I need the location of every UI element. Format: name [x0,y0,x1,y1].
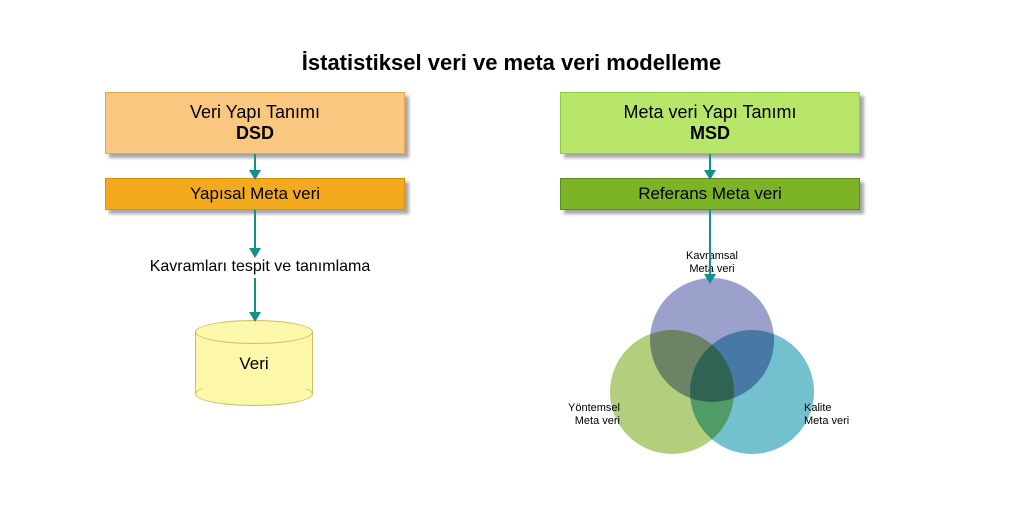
data-cylinder: Veri [195,320,313,404]
box-msd-line2: MSD [690,123,730,144]
box-yapisal-label: Yapısal Meta veri [190,184,320,204]
box-referans: Referans Meta veri [560,178,860,210]
box-dsd-line1: Veri Yapı Tanımı [190,102,320,123]
arrow-head-3 [704,170,716,180]
venn-circle-right [690,330,814,454]
arrow-head-0 [249,170,261,180]
arrow-head-1 [249,248,261,258]
cylinder-top [195,320,313,344]
box-referans-label: Referans Meta veri [638,184,782,204]
box-yapisal: Yapısal Meta veri [105,178,405,210]
page-title: İstatistiksel veri ve meta veri modellem… [0,50,1023,76]
box-msd-line1: Meta veri Yapı Tanımı [623,102,796,123]
arrow-line-2 [254,278,256,314]
cylinder-bottom [195,382,313,406]
venn-label-right: KaliteMeta veri [804,402,924,427]
cylinder-label: Veri [195,354,313,374]
arrow-line-1 [254,210,256,250]
box-msd: Meta veri Yapı Tanımı MSD [560,92,860,154]
arrow-head-4 [704,274,716,284]
box-dsd: Veri Yapı Tanımı DSD [105,92,405,154]
arrow-line-4 [709,210,711,276]
arrow-head-2 [249,312,261,322]
concepts-text: Kavramları tespit ve tanımlama [115,258,405,276]
venn-label-left: YöntemselMeta veri [500,402,620,427]
box-dsd-line2: DSD [236,123,274,144]
venn-label-top: KavramsalMeta veri [652,250,772,275]
